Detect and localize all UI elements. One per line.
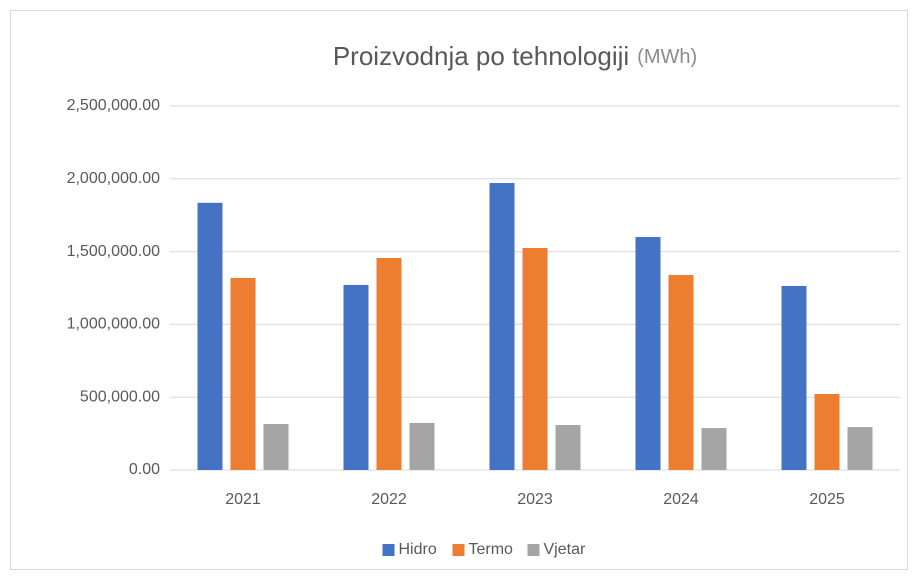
bar <box>668 275 694 470</box>
legend-label: Termo <box>469 541 514 558</box>
title-unit: (MWh) <box>637 46 697 68</box>
y-tick-label: 500,000.00 <box>80 388 160 405</box>
y-tick-label: 0.00 <box>129 461 160 478</box>
bar <box>230 277 256 470</box>
title-text: Proizvodnja po tehnologiji <box>333 41 629 71</box>
bar <box>701 428 727 470</box>
bar <box>376 258 402 470</box>
bar <box>635 237 661 470</box>
y-tick-label: 2,500,000.00 <box>67 97 161 114</box>
legend-swatch <box>382 544 395 556</box>
x-tick-label: 2025 <box>809 491 845 508</box>
x-tick-label: 2024 <box>663 491 699 508</box>
x-tick-label: 2022 <box>371 491 407 508</box>
legend-swatch <box>452 544 465 556</box>
bar <box>781 285 807 470</box>
bar <box>263 423 289 470</box>
x-tick-label: 2021 <box>225 491 261 508</box>
bar <box>522 247 548 470</box>
bar <box>847 427 873 470</box>
chart-title: Proizvodnja po tehnologiji (MWh) <box>333 41 697 71</box>
legend-label: Vjetar <box>544 541 586 558</box>
y-tick-label: 1,500,000.00 <box>67 243 161 260</box>
bar <box>814 393 840 470</box>
chart-frame <box>10 10 908 570</box>
bar <box>555 425 581 470</box>
legend-swatch <box>527 544 540 556</box>
bar <box>409 422 435 470</box>
legend-label: Hidro <box>399 541 437 558</box>
bar <box>343 284 369 470</box>
y-tick-label: 1,000,000.00 <box>67 316 161 333</box>
y-tick-label: 2,000,000.00 <box>67 170 161 187</box>
bar <box>197 202 223 470</box>
bar <box>489 183 515 470</box>
x-tick-label: 2023 <box>517 491 553 508</box>
